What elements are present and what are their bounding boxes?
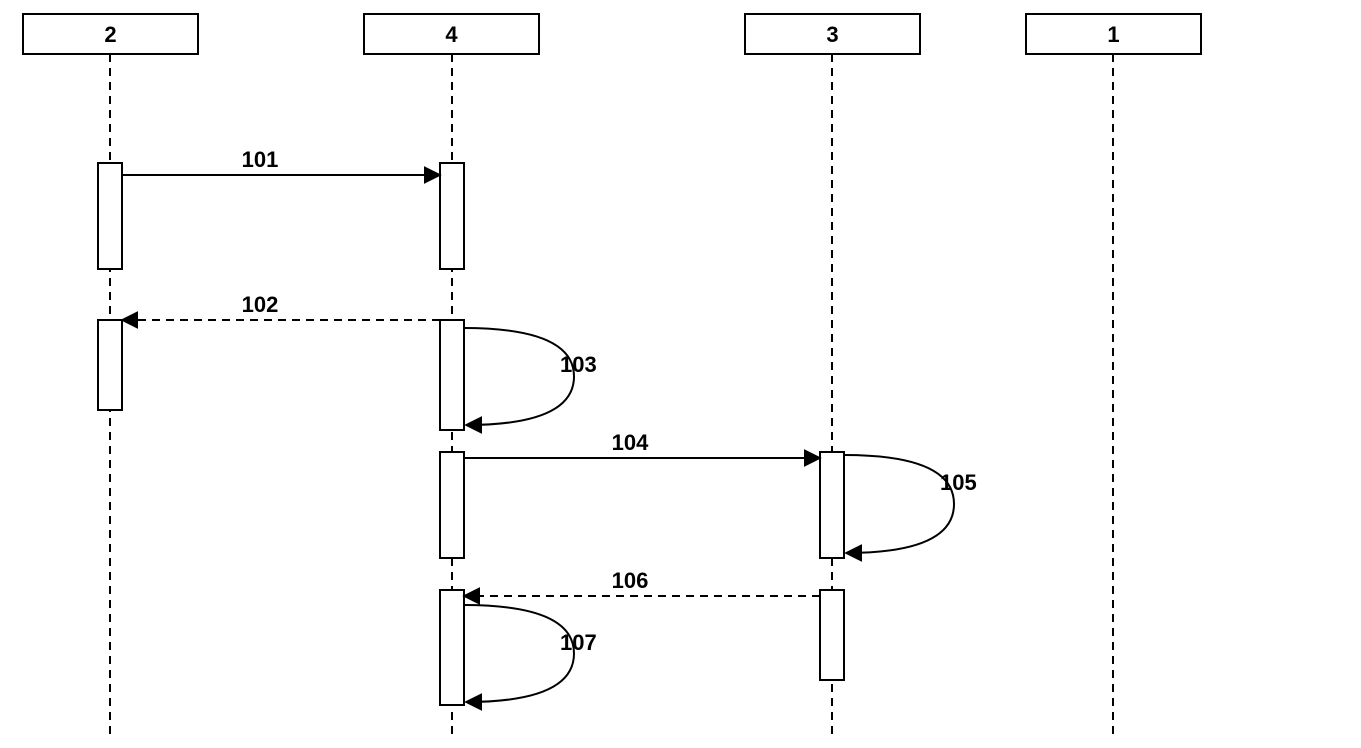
activation-bar	[98, 163, 122, 269]
lifeline-label-1: 1	[1107, 22, 1119, 47]
lifeline-label-2: 2	[104, 22, 116, 47]
activation-bar	[820, 452, 844, 558]
activation-bar	[820, 590, 844, 680]
self-message-label-103: 103	[560, 352, 597, 377]
message-label-104: 104	[612, 430, 649, 455]
self-message-arrow-103	[464, 328, 574, 425]
self-message-arrow-105	[844, 455, 954, 553]
activation-bar	[440, 590, 464, 705]
lifeline-label-3: 3	[826, 22, 838, 47]
message-label-106: 106	[612, 568, 649, 593]
lifeline-label-4: 4	[445, 22, 458, 47]
sequence-svg: 2 4 3 1 101 102 104 106 103 105 107	[0, 0, 1361, 748]
activation-bar	[440, 163, 464, 269]
message-label-101: 101	[242, 147, 279, 172]
activation-bar	[440, 320, 464, 430]
self-message-label-107: 107	[560, 630, 597, 655]
message-label-102: 102	[242, 292, 279, 317]
sequence-diagram: 2 4 3 1 101 102 104 106 103 105 107	[0, 0, 1361, 748]
activation-bar	[440, 452, 464, 558]
activation-bar	[98, 320, 122, 410]
self-message-label-105: 105	[940, 470, 977, 495]
self-message-arrow-107	[464, 605, 574, 702]
